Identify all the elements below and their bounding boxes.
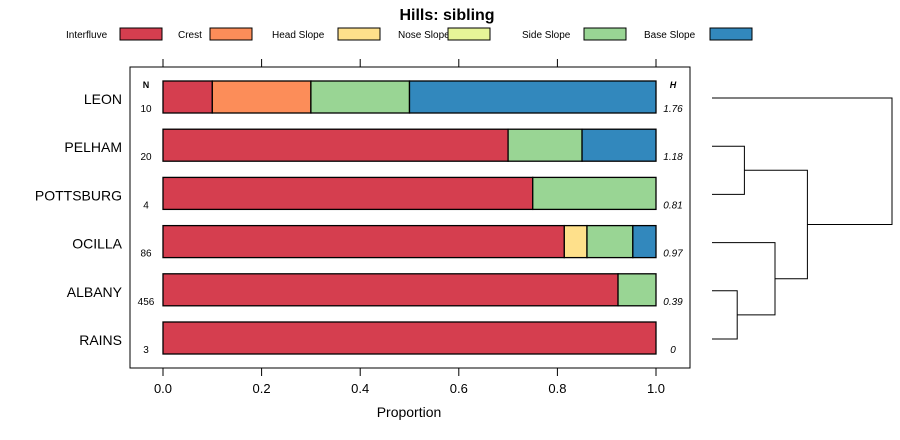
legend-label-crest: Crest	[178, 30, 202, 41]
x-axis-label: Proportion	[377, 404, 442, 420]
category-label-pelham: PELHAM	[64, 139, 122, 155]
category-label-ocilla: OCILLA	[72, 236, 122, 252]
category-label-albany: ALBANY	[67, 284, 123, 300]
bar-ocilla-head-slope	[563, 224, 588, 259]
legend-swatch-base-slope	[709, 27, 753, 41]
legend-label-interfluve: Interfluve	[66, 30, 108, 41]
category-label-leon: LEON	[84, 91, 122, 107]
bar-leon-side-slope	[310, 80, 411, 114]
bar-albany-side-slope	[617, 273, 657, 307]
x-tick-label-1: 0.2	[253, 381, 271, 396]
x-tick-label-0: 0.0	[154, 381, 172, 396]
bar-leon-base-slope	[408, 80, 657, 114]
x-tick-label-5: 1.0	[647, 381, 665, 396]
chart-title: Hills: sibling	[399, 7, 494, 24]
dendrogram-link-3	[744, 169, 808, 280]
n-labels: 10 20 4 86 456 3	[138, 104, 155, 356]
legend: Interfluve Crest Head Slope Nose Slope Side …	[66, 27, 753, 41]
n-label-leon: 10	[140, 104, 152, 115]
bar-albany-interfluve	[162, 273, 619, 307]
dendrogram-link-4	[712, 97, 893, 226]
category-label-pottsburg: POTTSBURG	[35, 187, 122, 203]
bar-leon-crest	[211, 80, 312, 114]
h-label-albany: 0.39	[663, 297, 683, 308]
bar-pottsburg-interfluve	[162, 176, 534, 211]
n-label-pottsburg: 4	[143, 200, 149, 211]
dendrogram-link-0	[712, 290, 738, 340]
top-axis	[162, 59, 657, 67]
bar-leon-interfluve	[162, 80, 213, 114]
legend-label-side-slope: Side Slope	[522, 30, 571, 41]
n-label-pelham: 20	[140, 152, 152, 163]
x-tick-label-4: 0.8	[548, 381, 566, 396]
h-label-pottsburg: 0.81	[663, 200, 682, 211]
bar-ocilla-base-slope	[632, 224, 657, 259]
legend-swatch-interfluve	[119, 27, 163, 41]
category-label-rains: RAINS	[79, 332, 122, 348]
bar-pelham-side-slope	[507, 128, 583, 162]
h-label-pelham: 1.18	[663, 152, 683, 163]
h-labels: 1.76 1.18 0.81 0.97 0.39 0	[663, 104, 683, 356]
x-tick-label-3: 0.6	[450, 381, 468, 396]
legend-swatch-side-slope	[583, 27, 627, 41]
n-label-rains: 3	[143, 345, 149, 356]
bars	[162, 80, 657, 355]
legend-label-base-slope: Base Slope	[644, 30, 696, 41]
bar-ocilla-side-slope	[586, 224, 634, 259]
h-label-leon: 1.76	[663, 104, 683, 115]
bar-pelham-interfluve	[162, 128, 509, 162]
plot-frame	[129, 66, 691, 369]
h-label-ocilla: 0.97	[663, 249, 683, 260]
bar-pelham-base-slope	[581, 128, 657, 162]
n-label-albany: 456	[138, 297, 155, 308]
h-header: H	[670, 80, 677, 90]
legend-label-nose-slope: Nose Slope	[398, 30, 450, 41]
category-labels: LEON PELHAM POTTSBURG OCILLA ALBANY RAINS	[35, 91, 123, 348]
dendrogram-link-2	[712, 242, 776, 316]
bar-pottsburg-side-slope	[532, 176, 657, 211]
legend-swatch-nose-slope	[447, 27, 491, 41]
legend-label-head-slope: Head Slope	[272, 30, 325, 41]
dendrogram-link-1	[712, 145, 745, 195]
bar-rains-interfluve	[162, 321, 657, 355]
x-tick-label-2: 0.4	[351, 381, 369, 396]
dendrogram	[712, 97, 893, 340]
n-header: N	[143, 80, 150, 90]
x-axis: 0.0 0.2 0.4 0.6 0.8 1.0	[154, 368, 665, 396]
legend-swatch-crest	[209, 27, 253, 41]
n-label-ocilla: 86	[140, 249, 152, 260]
bar-ocilla-interfluve	[162, 224, 565, 259]
h-label-rains: 0	[670, 345, 676, 356]
legend-swatch-head-slope	[337, 27, 381, 41]
